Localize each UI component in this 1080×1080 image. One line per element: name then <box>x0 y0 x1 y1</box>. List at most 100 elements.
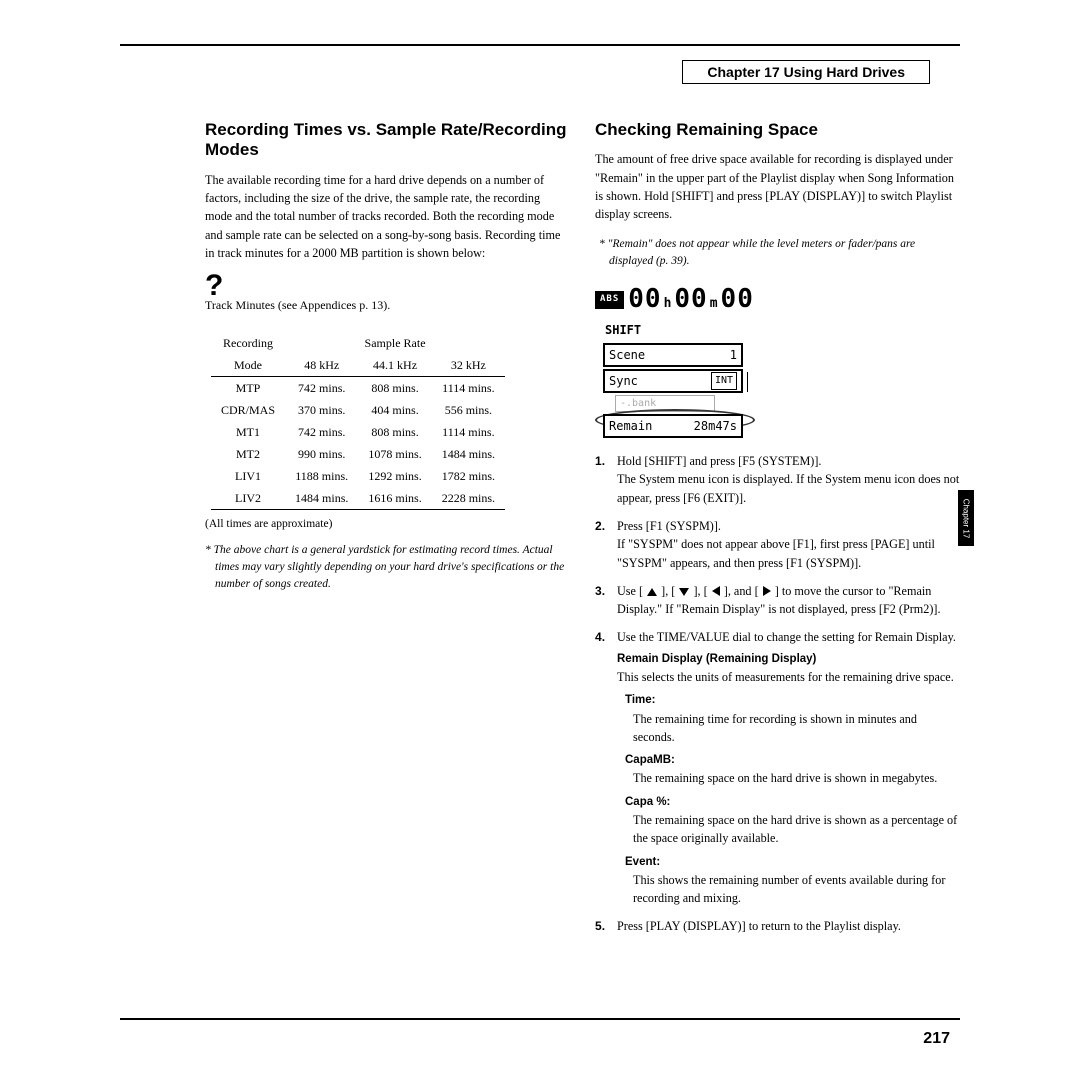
table-row: LIV1 1188 mins. 1292 mins. 1782 mins. <box>211 465 505 487</box>
side-tab-label: Chapter 17 <box>962 498 971 538</box>
th-mode: Mode <box>211 354 285 377</box>
right-footnote: * "Remain" does not appear while the lev… <box>609 236 960 271</box>
cell: 742 mins. <box>285 377 358 400</box>
lcd-display: ABS00h00m00 SHIFT Scene 1 Sync INT -.ban… <box>595 280 835 438</box>
shift-label: SHIFT <box>605 321 835 339</box>
step-line: The System menu icon is displayed. If th… <box>617 470 960 507</box>
cell: 1782 mins. <box>432 465 505 487</box>
arrow-left-icon <box>712 586 720 596</box>
txt: ], [ <box>658 584 678 598</box>
abs-badge: ABS <box>595 291 624 309</box>
steps-list: Hold [SHIFT] and press [F5 (SYSTEM)]. Th… <box>595 452 960 936</box>
right-column: Checking Remaining Space The amount of f… <box>595 120 960 946</box>
cell: 404 mins. <box>358 399 431 421</box>
desc-capamb: The remaining space on the hard drive is… <box>633 769 960 787</box>
step-2: Press [F1 (SYSPM)]. If "SYSPM" does not … <box>595 517 960 572</box>
sync-box: Sync INT <box>603 369 743 393</box>
cell: 556 mins. <box>432 399 505 421</box>
cell: MT2 <box>211 443 285 465</box>
th-recording: Recording <box>211 332 285 354</box>
term-capapct: Capa %: <box>625 794 960 811</box>
cell: 2228 mins. <box>432 487 505 510</box>
remain-box: Remain 28m47s <box>603 414 743 438</box>
cell: 742 mins. <box>285 421 358 443</box>
remain-display-heading: Remain Display (Remaining Display) <box>617 651 960 668</box>
remain-display-desc: This selects the units of measurements f… <box>617 668 960 686</box>
cell: 808 mins. <box>358 377 431 400</box>
arrow-down-icon <box>679 588 689 596</box>
table-row: MT1 742 mins. 808 mins. 1114 mins. <box>211 421 505 443</box>
left-heading: Recording Times vs. Sample Rate/Recordin… <box>205 120 570 161</box>
cell: 1114 mins. <box>432 377 505 400</box>
cell: 1484 mins. <box>285 487 358 510</box>
term-capamb: CapaMB: <box>625 752 960 769</box>
lcd-connector <box>747 372 748 392</box>
table-row: CDR/MAS 370 mins. 404 mins. 556 mins. <box>211 399 505 421</box>
sync-r: INT <box>711 372 737 390</box>
lcd-h: 00 <box>628 284 661 314</box>
cell: 1078 mins. <box>358 443 431 465</box>
th-col2: 32 kHz <box>432 354 505 377</box>
term-event: Event: <box>625 854 960 871</box>
desc-event: This shows the remaining number of event… <box>633 871 960 908</box>
table-row: LIV2 1484 mins. 1616 mins. 2228 mins. <box>211 487 505 510</box>
cell: LIV2 <box>211 487 285 510</box>
right-intro: The amount of free drive space available… <box>595 150 960 223</box>
side-tab: Chapter 17 <box>958 490 974 546</box>
arrow-up-icon <box>647 588 657 596</box>
step-5: Press [PLAY (DISPLAY)] to return to the … <box>595 917 960 935</box>
lcd-h-unit: h <box>664 296 673 311</box>
th-col1: 44.1 kHz <box>358 354 431 377</box>
left-intro: The available recording time for a hard … <box>205 171 570 262</box>
scene-box: Scene 1 <box>603 343 743 367</box>
step-3: Use [ ], [ ], [ ], and [ ] to move the c… <box>595 582 960 619</box>
txt: ], and [ <box>721 584 762 598</box>
cell: 1114 mins. <box>432 421 505 443</box>
th-col0: 48 kHz <box>285 354 358 377</box>
step-line: Press [F1 (SYSPM)]. <box>617 517 960 535</box>
cell: 1616 mins. <box>358 487 431 510</box>
desc-capapct: The remaining space on the hard drive is… <box>633 811 960 848</box>
scene-r: 1 <box>730 346 737 364</box>
step-line: Hold [SHIFT] and press [F5 (SYSTEM)]. <box>617 452 960 470</box>
sync-l: Sync <box>609 372 638 390</box>
remain-wrap: Remain 28m47s <box>603 414 773 438</box>
step-line: Use the TIME/VALUE dial to change the se… <box>617 628 960 646</box>
desc-time: The remaining time for recording is show… <box>633 710 960 747</box>
right-heading: Checking Remaining Space <box>595 120 960 140</box>
arrow-right-icon <box>763 586 771 596</box>
info-icon: ? <box>205 274 570 298</box>
lcd-m: 00 <box>674 284 707 314</box>
page-number: 217 <box>923 1030 950 1048</box>
cell: 1292 mins. <box>358 465 431 487</box>
recording-times-table: Recording Sample Rate Mode 48 kHz 44.1 k… <box>211 332 505 510</box>
lcd-m-unit: m <box>710 296 719 311</box>
txt: Use [ <box>617 584 646 598</box>
cell: 1188 mins. <box>285 465 358 487</box>
term-time: Time: <box>625 692 960 709</box>
remain-r: 28m47s <box>694 417 737 435</box>
appendix-note: Track Minutes (see Appendices p. 13). <box>205 296 570 314</box>
lcd-s: 00 <box>721 284 754 314</box>
approx-note: (All times are approximate) <box>205 516 570 533</box>
cell: MT1 <box>211 421 285 443</box>
chapter-header: Chapter 17 Using Hard Drives <box>682 60 930 84</box>
left-column: Recording Times vs. Sample Rate/Recordin… <box>205 120 570 593</box>
cell: MTP <box>211 377 285 400</box>
cell: 990 mins. <box>285 443 358 465</box>
lcd-time: ABS00h00m00 <box>595 280 835 319</box>
table-row: MTP 742 mins. 808 mins. 1114 mins. <box>211 377 505 400</box>
cell: 1484 mins. <box>432 443 505 465</box>
step-line: Press [PLAY (DISPLAY)] to return to the … <box>617 917 960 935</box>
cell: 370 mins. <box>285 399 358 421</box>
step-1: Hold [SHIFT] and press [F5 (SYSTEM)]. Th… <box>595 452 960 507</box>
cell: 808 mins. <box>358 421 431 443</box>
step-4: Use the TIME/VALUE dial to change the se… <box>595 628 960 907</box>
th-sample-rate: Sample Rate <box>285 332 505 354</box>
left-footnote: * The above chart is a general yardstick… <box>215 542 570 594</box>
remain-l: Remain <box>609 417 652 435</box>
scene-l: Scene <box>609 346 645 364</box>
txt: ], [ <box>690 584 710 598</box>
cell: LIV1 <box>211 465 285 487</box>
cell: CDR/MAS <box>211 399 285 421</box>
